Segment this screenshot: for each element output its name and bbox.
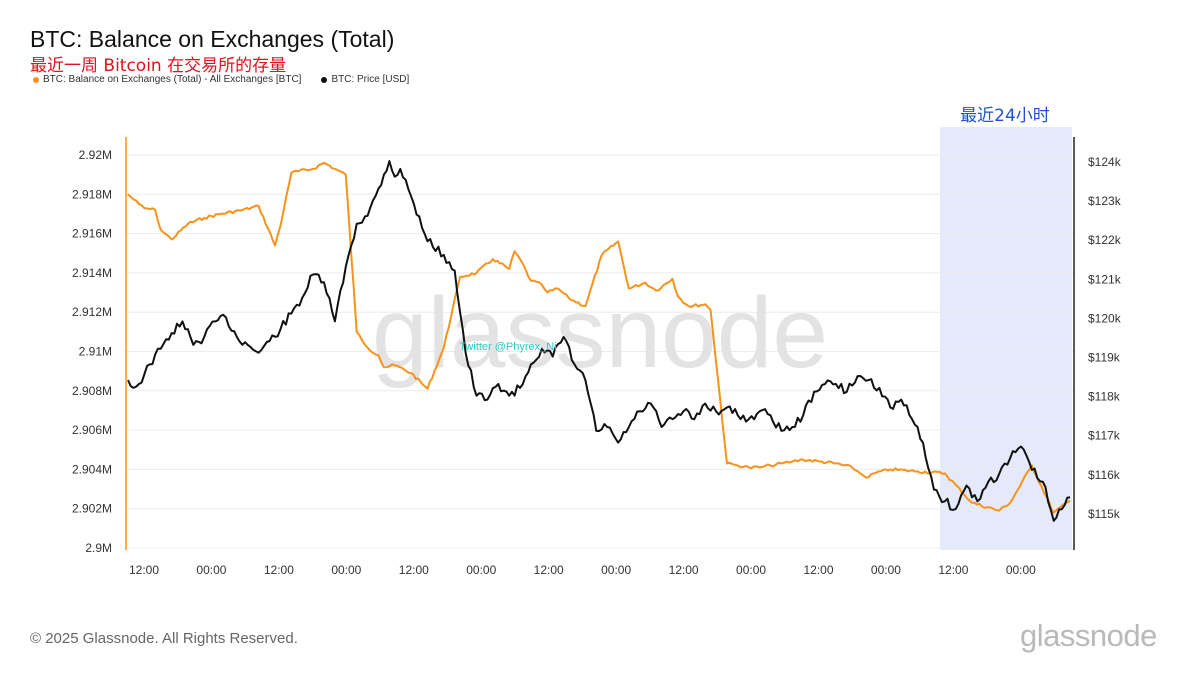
- watermark: glassnode: [372, 277, 828, 389]
- y-left-tick-label: 2.916M: [72, 227, 112, 241]
- y-axis-left: 2.92M 2.918M 2.916M 2.914M 2.912M 2.91M 2.908M…: [72, 148, 112, 555]
- x-tick-label: 12:00: [938, 563, 968, 577]
- y-right-tick-label: $123k: [1088, 194, 1122, 208]
- x-tick-label: 12:00: [534, 563, 564, 577]
- y-left-tick-label: 2.92M: [79, 148, 112, 162]
- copyright-footer: © 2025 Glassnode. All Rights Reserved.: [30, 630, 298, 647]
- chart-subtitle: 最近一周 Bitcoin 在交易所的存量: [30, 56, 287, 76]
- x-tick-label: 12:00: [264, 563, 294, 577]
- y-right-tick-label: $116k: [1088, 468, 1121, 482]
- x-tick-label: 00:00: [736, 563, 766, 577]
- legend-label-balance: BTC: Balance on Exchanges (Total) - All …: [43, 74, 302, 85]
- y-left-tick-label: 2.906M: [72, 423, 112, 437]
- x-tick-label: 12:00: [669, 563, 699, 577]
- legend: BTC: Balance on Exchanges (Total) - All …: [33, 74, 409, 85]
- y-right-tick-label: $121k: [1088, 272, 1122, 286]
- legend-item-price[interactable]: BTC: Price [USD]: [321, 74, 409, 85]
- chart-title: BTC: Balance on Exchanges (Total): [30, 26, 395, 52]
- highlight-region: [940, 127, 1072, 550]
- legend-item-balance[interactable]: BTC: Balance on Exchanges (Total) - All …: [33, 74, 301, 85]
- y-left-tick-label: 2.912M: [72, 305, 112, 319]
- y-right-tick-label: $115k: [1088, 507, 1121, 521]
- series-line-balance: [127, 161, 1071, 514]
- highlight-label: 最近24小时: [960, 106, 1050, 126]
- y-left-tick-label: 2.9M: [85, 541, 112, 555]
- x-tick-label: 00:00: [1006, 563, 1036, 577]
- legend-dot-price: [321, 76, 328, 83]
- legend-dot-balance: [33, 76, 39, 83]
- y-left-tick-label: 2.908M: [72, 384, 112, 398]
- y-right-tick-label: $120k: [1088, 311, 1122, 325]
- y-right-tick-label: $118k: [1088, 390, 1121, 404]
- brand-logo: glassnode: [1020, 618, 1157, 653]
- y-left-tick-label: 2.904M: [72, 462, 112, 476]
- x-tick-label: 00:00: [196, 563, 226, 577]
- x-tick-label: 00:00: [601, 563, 631, 577]
- overlay-text: Twitter @Phyrex_Ni: [459, 341, 556, 353]
- y-left-tick-label: 2.91M: [79, 345, 112, 359]
- x-tick-label: 12:00: [129, 563, 159, 577]
- chart-area[interactable]: 最近24小时 glassnode 2.92M 2.918M 2.916M 2.914M…: [0, 0, 1200, 600]
- y-left-tick-label: 2.902M: [72, 502, 112, 516]
- x-tick-label: 00:00: [871, 563, 901, 577]
- x-tick-label: 12:00: [399, 563, 429, 577]
- y-right-tick-label: $124k: [1088, 155, 1122, 169]
- y-right-tick-label: $122k: [1088, 233, 1122, 247]
- x-axis: 12:00 00:00 12:00 00:00 12:00 00:00 12:00 00:00…: [129, 563, 1036, 577]
- x-tick-label: 00:00: [331, 563, 361, 577]
- y-right-tick-label: $117k: [1088, 429, 1121, 443]
- y-left-tick-label: 2.914M: [72, 266, 112, 280]
- y-axis-right: $124k $123k $122k $121k $120k $119k $118k $117k…: [1088, 155, 1122, 521]
- legend-label-price: BTC: Price [USD]: [331, 74, 410, 85]
- x-tick-label: 12:00: [803, 563, 833, 577]
- x-tick-label: 00:00: [466, 563, 496, 577]
- y-left-tick-label: 2.918M: [72, 187, 112, 201]
- series-line-price: [127, 160, 1071, 522]
- y-right-tick-label: $119k: [1088, 351, 1121, 365]
